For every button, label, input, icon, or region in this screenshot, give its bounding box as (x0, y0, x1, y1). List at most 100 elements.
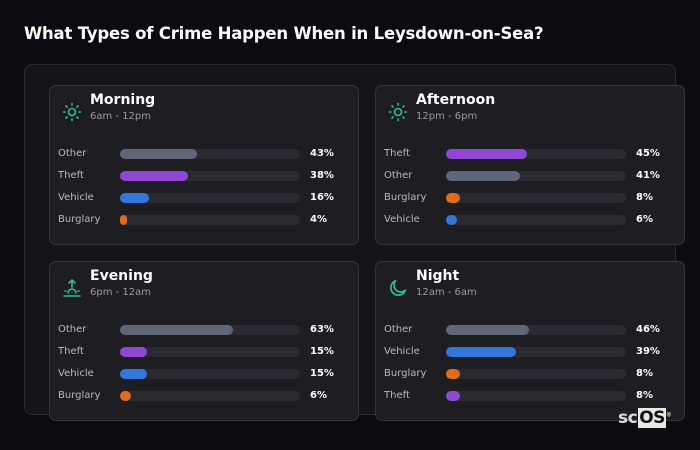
bar (446, 391, 461, 401)
bar-label: Other (58, 148, 87, 159)
bar-track (446, 325, 626, 335)
panel-subtitle: 12pm - 6pm (416, 111, 478, 122)
bar-label: Burglary (384, 368, 427, 379)
bar-track (446, 149, 626, 159)
bar (446, 171, 520, 181)
bar-value: 41% (636, 170, 660, 181)
bar-row: Theft 38% (58, 169, 348, 183)
bar-value: 15% (310, 346, 334, 357)
bar-track (446, 193, 626, 203)
bar (120, 149, 198, 159)
bar-track (446, 347, 626, 357)
bar-label: Vehicle (58, 192, 94, 203)
bar-value: 63% (310, 324, 334, 335)
bar-label: Theft (58, 170, 84, 181)
bar-row: Other 46% (384, 323, 674, 337)
bar-row: Vehicle 39% (384, 345, 674, 359)
bar-track (446, 171, 626, 181)
bar-track (446, 391, 626, 401)
bar-row: Vehicle 16% (58, 191, 348, 205)
bar-label: Vehicle (384, 214, 420, 225)
panel-subtitle: 6am - 12pm (90, 111, 152, 122)
bar (120, 325, 234, 335)
panel-subtitle: 12am - 6am (416, 287, 477, 298)
bar-row: Burglary 6% (58, 389, 348, 403)
sunset-icon (62, 278, 82, 298)
bar-row: Theft 45% (384, 147, 674, 161)
bar-value: 46% (636, 324, 660, 335)
bar-value: 16% (310, 192, 334, 203)
bar-track (120, 347, 300, 357)
bar-label: Burglary (58, 390, 101, 401)
bar-label: Theft (384, 390, 410, 401)
bar-track (120, 149, 300, 159)
bar-value: 43% (310, 148, 334, 159)
bar-track (120, 325, 300, 335)
bar-value: 4% (310, 214, 327, 225)
bar-track (120, 193, 300, 203)
bar-label: Burglary (58, 214, 101, 225)
page-title: What Types of Crime Happen When in Leysd… (24, 24, 544, 43)
bar-label: Vehicle (384, 346, 420, 357)
bar (446, 369, 461, 379)
bar-label: Burglary (384, 192, 427, 203)
bar-value: 8% (636, 192, 653, 203)
logo-text-b: OS (638, 408, 666, 428)
bar-row: Other 63% (58, 323, 348, 337)
bar-value: 38% (310, 170, 334, 181)
bar (120, 193, 149, 203)
bar-value: 6% (310, 390, 327, 401)
bar (120, 171, 189, 181)
bar-label: Other (384, 170, 413, 181)
bar-row: Vehicle 15% (58, 367, 348, 381)
panel-title: Morning (90, 92, 156, 108)
bar (446, 325, 529, 335)
bar-label: Theft (384, 148, 410, 159)
panel-night: Night 12am - 6am Other 46% Vehicle 39% B… (375, 261, 685, 421)
bar-row: Burglary 8% (384, 191, 674, 205)
bar-value: 6% (636, 214, 653, 225)
bar (446, 347, 517, 357)
bar-track (120, 391, 300, 401)
panel-title: Night (416, 268, 460, 284)
panel-subtitle: 6pm - 12am (90, 287, 152, 298)
bar-row: Theft 15% (58, 345, 348, 359)
bar-track (120, 369, 300, 379)
bar-track (446, 215, 626, 225)
panel-title: Afternoon (416, 92, 496, 108)
bar (120, 215, 128, 225)
logo-text-a: sc (618, 408, 638, 428)
bar-value: 39% (636, 346, 660, 357)
panel-evening: Evening 6pm - 12am Other 63% Theft 15% V… (49, 261, 359, 421)
moon-icon (388, 278, 408, 298)
bar-row: Other 43% (58, 147, 348, 161)
bar (446, 193, 461, 203)
panel-afternoon: Afternoon 12pm - 6pm Theft 45% Other 41%… (375, 85, 685, 245)
panel-morning: Morning 6am - 12pm Other 43% Theft 38% V… (49, 85, 359, 245)
bar (120, 391, 131, 401)
scos-logo: sc OS® (617, 408, 672, 428)
bar-value: 45% (636, 148, 660, 159)
sun-icon (388, 102, 408, 122)
bar-label: Other (58, 324, 87, 335)
bar (446, 149, 527, 159)
bar-label: Other (384, 324, 413, 335)
bar-track (446, 369, 626, 379)
bar (446, 215, 457, 225)
bar-row: Burglary 4% (58, 213, 348, 227)
bar (120, 369, 147, 379)
bar-row: Vehicle 6% (384, 213, 674, 227)
bar-value: 15% (310, 368, 334, 379)
bar-value: 8% (636, 390, 653, 401)
bar (120, 347, 147, 357)
logo-mark: ® (665, 411, 672, 419)
bar-value: 8% (636, 368, 653, 379)
bar-label: Vehicle (58, 368, 94, 379)
bar-row: Other 41% (384, 169, 674, 183)
bar-track (120, 215, 300, 225)
bar-track (120, 171, 300, 181)
bar-row: Theft 8% (384, 389, 674, 403)
bar-row: Burglary 8% (384, 367, 674, 381)
panel-title: Evening (90, 268, 153, 284)
sun-icon (62, 102, 82, 122)
